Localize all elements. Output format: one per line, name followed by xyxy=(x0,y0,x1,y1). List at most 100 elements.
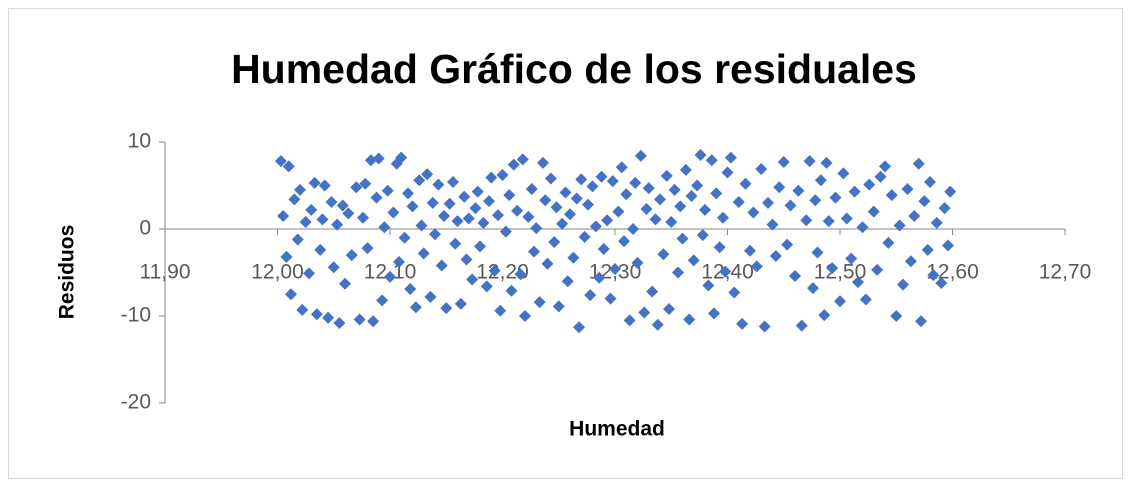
point xyxy=(944,185,957,198)
point xyxy=(863,178,876,191)
point xyxy=(353,313,366,326)
point xyxy=(657,248,670,261)
point xyxy=(930,216,943,229)
point xyxy=(550,201,563,214)
point xyxy=(676,232,689,245)
point xyxy=(449,237,462,250)
point xyxy=(938,202,951,215)
point xyxy=(447,176,459,189)
point xyxy=(685,189,698,202)
x-tick-label: 12,20 xyxy=(476,261,529,284)
point xyxy=(570,192,583,205)
point xyxy=(634,149,647,162)
point xyxy=(837,167,850,180)
point xyxy=(462,212,475,225)
x-tick-label: 12,70 xyxy=(1039,261,1092,284)
point xyxy=(314,243,327,256)
point xyxy=(672,266,684,279)
point xyxy=(781,238,794,251)
x-tick-label: 11,90 xyxy=(140,261,191,284)
point xyxy=(631,256,644,269)
point xyxy=(897,278,909,291)
point xyxy=(769,249,782,262)
point xyxy=(820,156,833,169)
point xyxy=(325,196,338,209)
point xyxy=(809,194,822,207)
point xyxy=(277,209,290,222)
point xyxy=(480,280,493,293)
point xyxy=(584,289,597,302)
point xyxy=(511,204,524,217)
point xyxy=(721,166,734,179)
point xyxy=(296,303,309,316)
point xyxy=(561,275,574,288)
point xyxy=(867,205,880,218)
point xyxy=(640,202,653,215)
point xyxy=(578,230,591,243)
point xyxy=(736,317,749,330)
point xyxy=(485,171,498,184)
point xyxy=(871,263,884,276)
point xyxy=(646,285,659,298)
point xyxy=(789,269,801,282)
point xyxy=(387,206,400,219)
point xyxy=(618,235,630,248)
point xyxy=(691,179,704,192)
point xyxy=(627,223,639,235)
point xyxy=(665,216,678,229)
chart-border xyxy=(8,8,1123,479)
point xyxy=(339,277,351,290)
point xyxy=(852,276,864,289)
point xyxy=(357,211,369,224)
point xyxy=(893,219,906,232)
point xyxy=(710,187,723,200)
point xyxy=(533,296,546,309)
point xyxy=(471,185,484,198)
point xyxy=(604,292,617,305)
point xyxy=(424,290,437,303)
point xyxy=(519,310,531,322)
point xyxy=(299,216,312,229)
point xyxy=(395,151,408,164)
point xyxy=(595,170,608,183)
point xyxy=(573,321,585,334)
point xyxy=(593,271,606,284)
point xyxy=(393,256,405,269)
point xyxy=(800,214,813,227)
point xyxy=(438,209,450,222)
point xyxy=(318,179,331,192)
point xyxy=(818,309,831,322)
point xyxy=(679,163,692,176)
y-axis-title: Residuos xyxy=(56,225,79,320)
point xyxy=(483,195,495,208)
point xyxy=(758,320,771,333)
point xyxy=(432,178,445,191)
point xyxy=(458,190,471,203)
point xyxy=(829,191,842,204)
point xyxy=(370,191,383,204)
point xyxy=(364,154,377,167)
point xyxy=(942,239,954,252)
point xyxy=(477,216,490,229)
point xyxy=(623,314,636,327)
point xyxy=(915,315,927,328)
point xyxy=(724,151,737,164)
point xyxy=(429,228,441,241)
point xyxy=(935,276,948,289)
point xyxy=(556,217,569,230)
point xyxy=(601,214,614,227)
point xyxy=(398,231,411,244)
point xyxy=(668,183,681,196)
point xyxy=(777,156,790,169)
y-tick-label: 0 xyxy=(139,217,151,240)
point xyxy=(303,267,315,280)
point xyxy=(345,249,358,262)
point xyxy=(514,268,527,281)
point xyxy=(620,188,633,201)
point xyxy=(732,196,745,209)
x-tick-label: 12,50 xyxy=(814,261,867,284)
point xyxy=(924,176,936,189)
point xyxy=(629,176,642,189)
point xyxy=(402,187,414,200)
